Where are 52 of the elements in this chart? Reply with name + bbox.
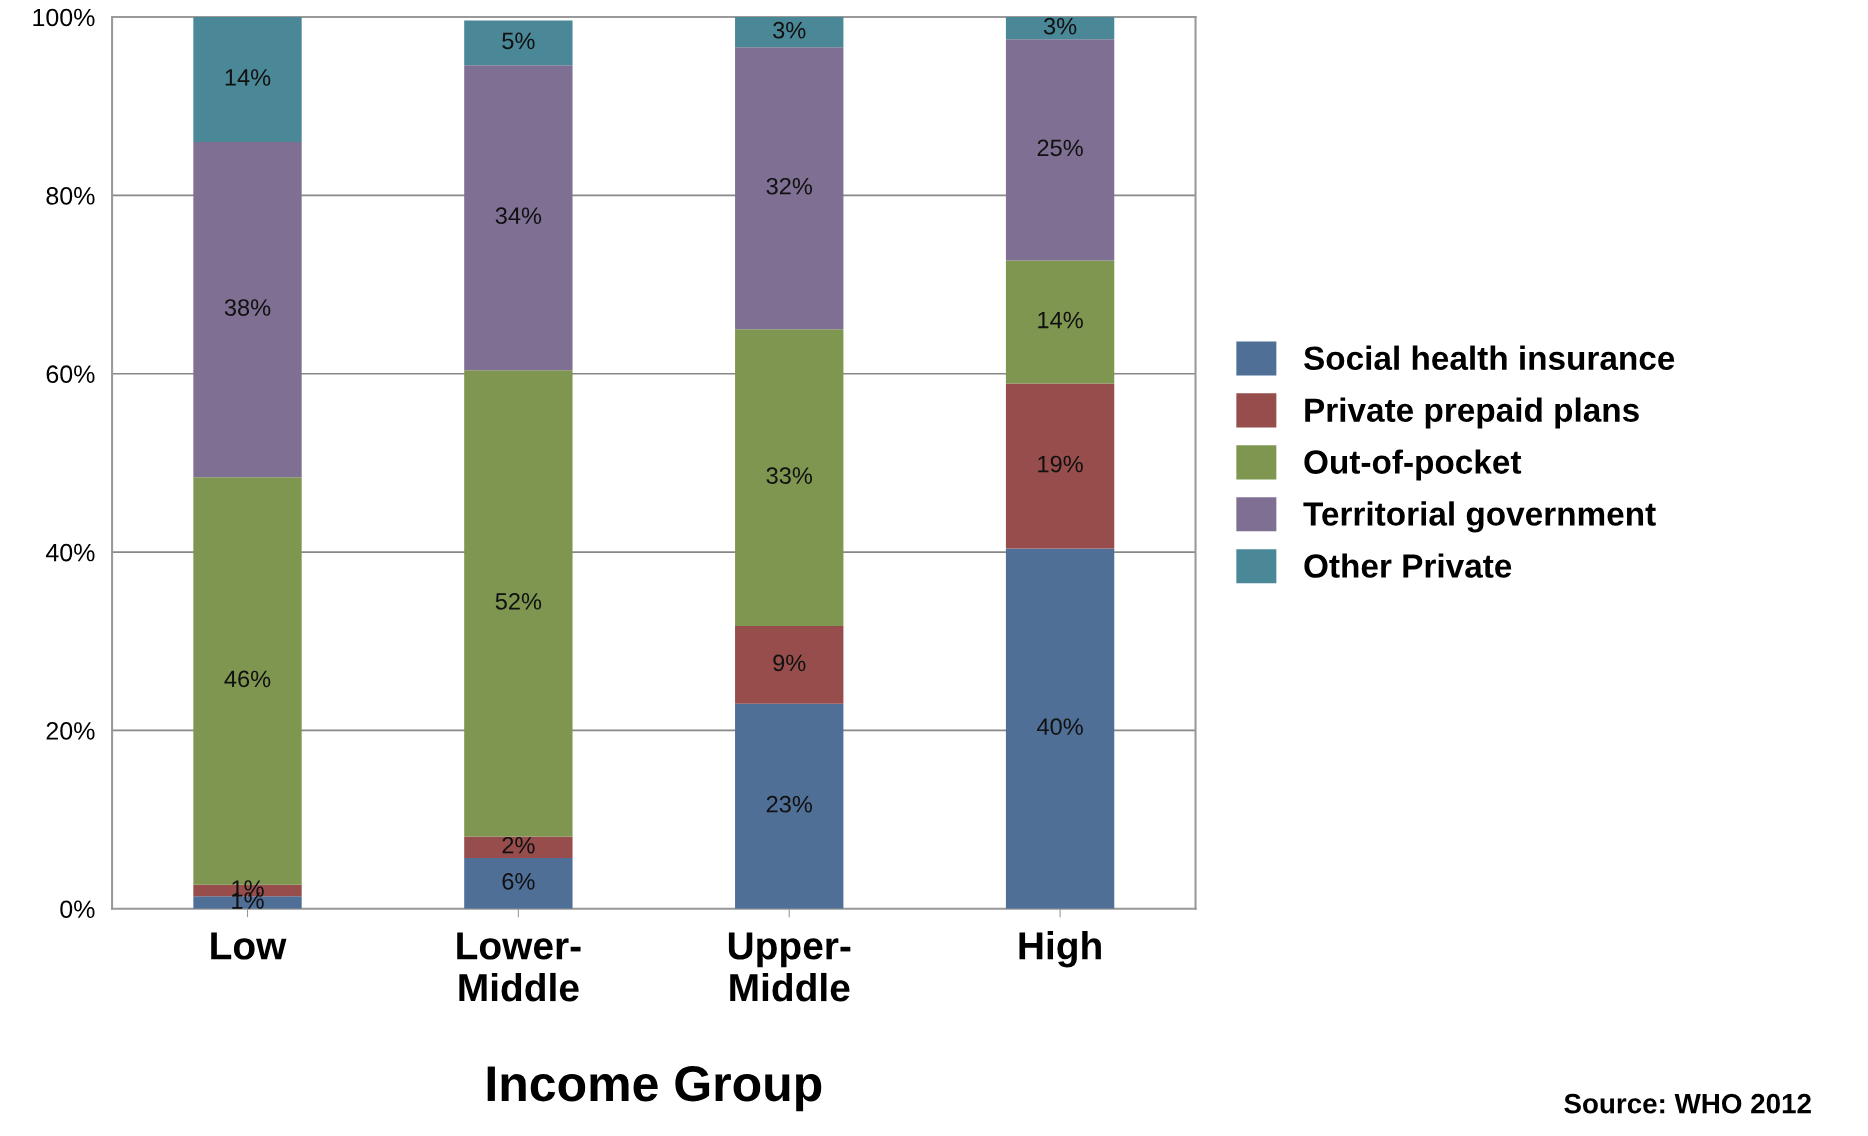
bar [464,65,573,371]
data-label: 19% [1038,455,1083,473]
data-label: 14% [1038,311,1083,329]
bar [735,626,844,704]
data-label: 23% [766,795,813,813]
x-tick-label: Low [211,932,287,960]
data-label: 3% [1043,17,1077,35]
legend-label: Private prepaid plans [1305,397,1639,429]
bar [1005,548,1115,909]
y-tick-label: 0% [60,900,95,919]
data-label: 25% [1037,139,1083,157]
y-tick-label: 60% [46,365,95,384]
legend-label: Out-of-pocket [1304,449,1522,481]
data-label: 46% [224,670,271,688]
bar [464,20,573,66]
bar [735,703,844,909]
data-label: 2% [502,836,535,854]
bar [464,370,573,837]
legend-label: Other Private [1304,553,1512,578]
data-label: 32% [766,177,813,195]
bar [735,17,844,48]
data-label: 6% [502,873,535,890]
data-label: 9% [773,654,806,672]
x-tick-label: Lower- Middle [457,932,581,1002]
bar [1005,17,1115,40]
bar [193,17,302,142]
legend-label: Territorial government [1303,501,1656,533]
data-label: 38% [224,299,271,316]
bar [1005,260,1115,384]
bar [735,329,844,627]
data-label: 33% [766,467,813,484]
data-label: 52% [495,592,542,610]
data-label: 14% [225,69,271,86]
x-axis-title: Income Group [487,1066,822,1112]
bar [193,141,302,478]
y-tick-label: 40% [45,543,95,562]
bar [1005,39,1115,261]
x-tick-label: High [1019,931,1101,968]
data-label: 5% [502,32,535,50]
y-tick-label: 100% [33,8,95,27]
bar [464,857,573,909]
x-tick-label: Upper- Middle [728,932,851,1002]
y-tick-label: 20% [46,722,95,740]
source-note: Source: WHO 2012 [1564,1093,1811,1114]
y-tick-label: 80% [46,186,95,205]
bar [1005,383,1115,549]
legend-label: Social health insurance [1303,345,1675,371]
data-label: 3% [773,21,806,39]
bar [464,836,573,858]
data-label: 40% [1037,718,1083,735]
data-label: 34% [495,207,542,225]
bar [735,47,844,330]
